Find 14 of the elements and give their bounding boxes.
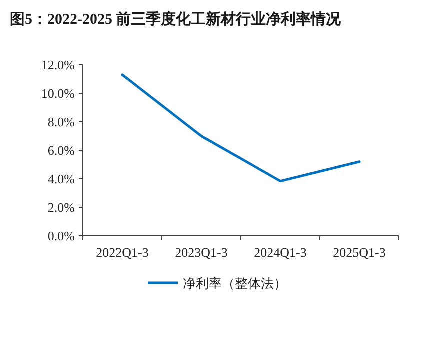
x-tick-label: 2025Q1-3 [333, 245, 386, 260]
y-tick-label: 0.0% [48, 228, 76, 244]
x-tick-label: 2024Q1-3 [254, 245, 307, 260]
y-tick-label: 8.0% [48, 114, 76, 130]
x-tick-label: 2022Q1-3 [96, 245, 149, 260]
y-tick-label: 4.0% [48, 172, 76, 186]
y-tick-label: 12.0% [41, 58, 76, 72]
title: 图5：2022-2025 前三季度化工新材行业净利率情况 [10, 12, 342, 28]
y-tick-label: 10.0% [41, 86, 76, 101]
x-tick-label: 2023Q1-3 [175, 245, 228, 260]
y-tick-label: 6.0% [48, 143, 76, 158]
legend: 净利率（整体法） [148, 276, 287, 291]
y-tick-label: 2.0% [48, 200, 76, 215]
legend-label: 净利率（整体法） [183, 276, 287, 291]
